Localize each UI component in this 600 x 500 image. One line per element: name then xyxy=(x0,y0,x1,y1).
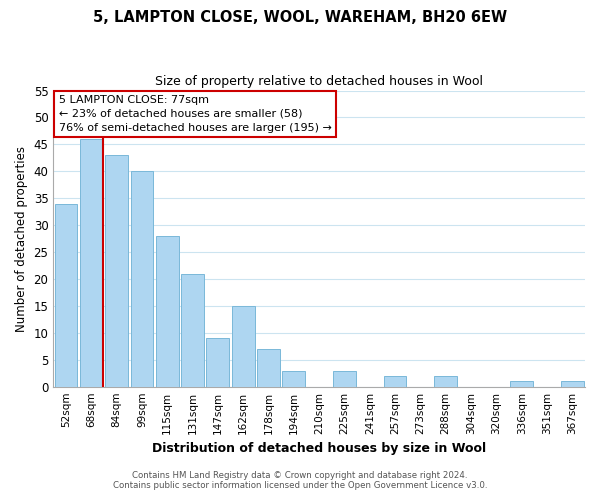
Bar xyxy=(434,376,457,386)
Bar xyxy=(333,370,356,386)
Bar xyxy=(511,382,533,386)
Title: Size of property relative to detached houses in Wool: Size of property relative to detached ho… xyxy=(155,75,483,88)
Text: 5, LAMPTON CLOSE, WOOL, WAREHAM, BH20 6EW: 5, LAMPTON CLOSE, WOOL, WAREHAM, BH20 6E… xyxy=(93,10,507,25)
Text: Contains HM Land Registry data © Crown copyright and database right 2024.
Contai: Contains HM Land Registry data © Crown c… xyxy=(113,470,487,490)
Bar xyxy=(181,274,204,386)
Bar xyxy=(105,155,128,386)
Bar xyxy=(283,370,305,386)
Bar xyxy=(561,382,584,386)
X-axis label: Distribution of detached houses by size in Wool: Distribution of detached houses by size … xyxy=(152,442,486,455)
Bar xyxy=(384,376,406,386)
Bar xyxy=(80,139,103,386)
Bar xyxy=(206,338,229,386)
Bar xyxy=(156,236,179,386)
Bar xyxy=(232,306,254,386)
Text: 5 LAMPTON CLOSE: 77sqm
← 23% of detached houses are smaller (58)
76% of semi-det: 5 LAMPTON CLOSE: 77sqm ← 23% of detached… xyxy=(59,95,331,133)
Bar xyxy=(55,204,77,386)
Y-axis label: Number of detached properties: Number of detached properties xyxy=(15,146,28,332)
Bar xyxy=(131,172,154,386)
Bar xyxy=(257,349,280,387)
